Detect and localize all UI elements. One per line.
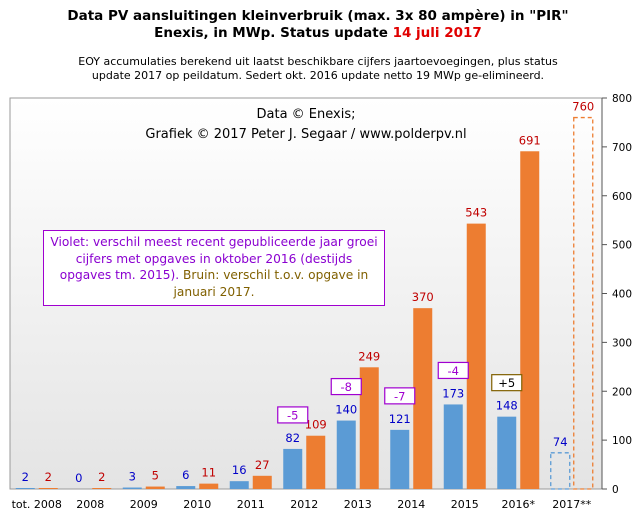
bar-blue [122, 487, 142, 489]
bar-blue [229, 481, 249, 489]
data-label-orange: 109 [305, 418, 327, 432]
data-label-orange: 760 [572, 100, 594, 114]
data-label-blue: 6 [182, 468, 189, 482]
difference-box [277, 406, 309, 424]
difference-value: -4 [448, 364, 459, 378]
x-category-label: 2015 [451, 498, 479, 511]
bar-orange [38, 488, 58, 489]
y-tick-label: 800 [612, 93, 632, 105]
chart-subtitle-line1: EOY accumulaties berekend uit laatst bes… [78, 55, 558, 68]
difference-value: +5 [498, 376, 515, 390]
bar-blue [176, 486, 196, 489]
y-tick-label: 300 [612, 337, 632, 349]
difference-marker: +5 [491, 374, 523, 392]
data-label-orange: 5 [152, 469, 159, 483]
x-category-label: 2010 [183, 498, 211, 511]
chart-title-line2-prefix: Enexis, in MWp. Status update [154, 25, 392, 41]
x-category-label: 2013 [344, 498, 372, 511]
data-label-orange: 2 [98, 470, 105, 484]
x-category-label: tot. 2008 [12, 498, 62, 511]
difference-marker: -4 [437, 361, 469, 380]
difference-value: -5 [287, 408, 298, 422]
data-labels: 2 2 0 2 3 5 6 11 16 27 82 109 140 249 121 370 173 543 148 6… [22, 100, 595, 485]
data-label-blue: 121 [389, 412, 411, 426]
y-tick-label: 200 [612, 386, 632, 398]
difference-marker: -8 [330, 377, 362, 396]
bar-blue [390, 429, 410, 489]
bar-orange [199, 483, 219, 489]
annotation-box: Violet: verschil meest recent gepublicee… [43, 230, 385, 306]
difference-value: -8 [341, 380, 352, 394]
data-label-blue: 173 [442, 386, 464, 400]
bar-blue [283, 448, 303, 489]
difference-marker: -7 [384, 387, 416, 405]
y-tick-label: 400 [612, 289, 632, 301]
bar-blue [497, 416, 517, 489]
bar-blue [15, 488, 35, 489]
difference-box [491, 374, 523, 392]
y-tick-label: 700 [612, 142, 632, 154]
bar-orange [359, 367, 379, 489]
annotation-violet-text: Violet: verschil meest recent gepublicee… [50, 235, 378, 282]
bar-orange [145, 486, 165, 489]
data-label-blue: 0 [75, 471, 82, 485]
x-category-label: 2014 [397, 498, 425, 511]
data-label-blue: 140 [335, 403, 357, 417]
x-axis-categories: tot. 2008 2008 2009 2010 2011 2012 2013 2014 201… [12, 498, 592, 511]
bar-blue [336, 420, 356, 489]
bars [15, 116, 594, 490]
x-category-label: 2012 [290, 498, 318, 511]
data-label-blue: 3 [129, 470, 136, 484]
y-tick-label: 500 [612, 240, 632, 252]
chart-subtitle-line2: update 2017 op peildatum. Sedert okt. 20… [92, 69, 544, 82]
data-label-orange: 370 [412, 290, 434, 304]
data-label-orange: 11 [201, 466, 216, 480]
bar-orange [252, 475, 272, 489]
bar-orange [306, 435, 326, 489]
y-tick-label: 100 [612, 435, 632, 447]
y-tick-label: 0 [612, 484, 619, 496]
bar-orange [92, 488, 112, 489]
difference-markers: -5 -8 -7 -4 +5 [277, 361, 523, 424]
data-label-blue: 16 [232, 463, 247, 477]
data-label-blue: 82 [285, 431, 300, 445]
annotation-brown-text: Bruin: verschil t.o.v. opgave in januari… [173, 268, 369, 299]
data-label-blue: 2 [22, 470, 29, 484]
y-tick-label: 600 [612, 191, 632, 203]
bar-outline-orange [573, 116, 594, 490]
difference-box [330, 377, 362, 396]
bar-orange [466, 223, 486, 489]
bar-orange [413, 308, 433, 489]
chart-title-date: 14 juli 2017 [393, 25, 482, 41]
x-category-label: 2011 [237, 498, 265, 511]
credit-line2: Grafiek © 2017 Peter J. Segaar / www.pol… [145, 127, 466, 142]
difference-marker: -5 [277, 406, 309, 424]
y-axis: 0 100 200 300 400 500 600 700 800 [601, 93, 632, 496]
data-label-orange: 543 [465, 206, 487, 220]
data-label-blue: 74 [553, 435, 568, 449]
chart-title-line1: Data PV aansluitingen kleinverbruik (max… [67, 8, 568, 24]
chart-title-line2: Enexis, in MWp. Status update 14 juli 20… [154, 25, 482, 41]
data-label-orange: 249 [358, 349, 380, 363]
x-category-label: 2009 [130, 498, 158, 511]
difference-box [437, 361, 469, 380]
data-label-orange: 691 [519, 133, 541, 147]
bar-orange [520, 151, 540, 489]
x-category-label: 2016* [502, 498, 536, 511]
bar-blue [443, 404, 463, 489]
difference-value: -7 [394, 389, 405, 403]
bar-outline-blue [550, 452, 571, 490]
data-label-orange: 2 [45, 470, 52, 484]
x-category-label: 2017** [552, 498, 591, 511]
x-category-label: 2008 [76, 498, 104, 511]
data-label-blue: 148 [496, 399, 518, 413]
data-label-orange: 27 [255, 458, 270, 472]
credit-line1: Data © Enexis; [257, 107, 356, 122]
difference-box [384, 387, 416, 405]
